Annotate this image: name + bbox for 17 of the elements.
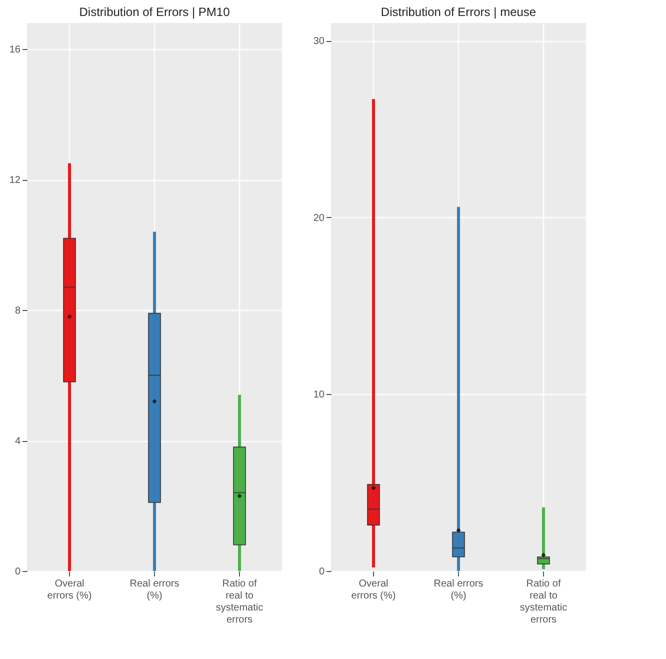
- x-tick-label: Ratio of real to systematic errors: [216, 578, 264, 626]
- y-tick-label: 10: [313, 390, 325, 401]
- y-tick-label: 12: [9, 175, 21, 186]
- y-tick-label: 30: [313, 36, 325, 48]
- x-tick-label: Ratio of real to systematic errors: [520, 578, 568, 626]
- x-tick-label: Overal errors (%): [47, 578, 92, 602]
- chart-title: Distribution of Errors | meuse: [380, 5, 536, 19]
- x-tick-label: Real errors (%): [434, 578, 484, 602]
- x-tick-label: Overal errors (%): [351, 578, 396, 602]
- y-tick-label: 0: [318, 566, 325, 578]
- y-tick-label: 16: [9, 44, 21, 56]
- y-tick-label: 0: [14, 566, 21, 578]
- x-tick-label: Real errors (%): [130, 578, 180, 602]
- y-tick-label: 8: [14, 306, 21, 317]
- y-tick-label: 20: [313, 212, 325, 224]
- y-tick-label: 4: [14, 436, 21, 448]
- chart-title: Distribution of Errors | PM10: [79, 5, 230, 19]
